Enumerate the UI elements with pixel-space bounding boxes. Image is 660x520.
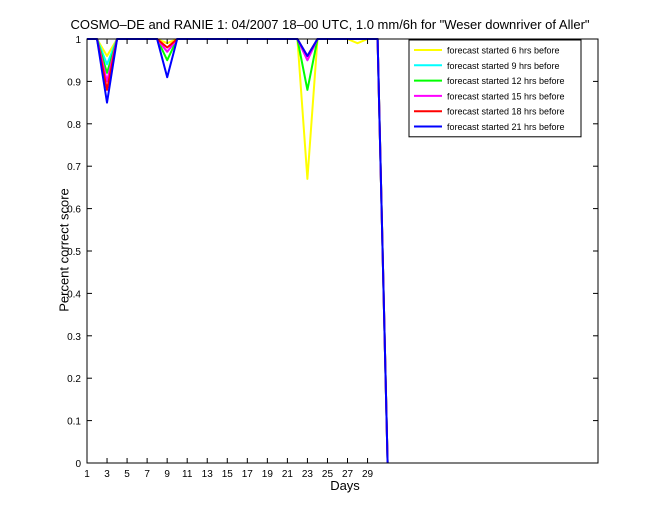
tick-layer: 1 3 5 7 9 11 13 15 17 19 21 23 25 27 2900.10.20.30.40.… bbox=[67, 35, 598, 480]
y-tick-label: 0.5 bbox=[67, 247, 81, 258]
y-axis-label: Percent correct score bbox=[56, 188, 72, 312]
series-line-2 bbox=[87, 38, 389, 464]
x-tick-label: 19 bbox=[262, 469, 274, 480]
series-line-5 bbox=[87, 38, 389, 464]
x-tick-label: 3 bbox=[104, 469, 110, 480]
legend-label-1: forecast started 6 hrs before bbox=[447, 46, 560, 56]
legend-label-6: forecast started 21 hrs before bbox=[447, 122, 565, 132]
x-tick-label: 1 bbox=[84, 469, 90, 480]
series-line-1 bbox=[87, 38, 389, 464]
x-tick-label: 27 bbox=[342, 469, 354, 480]
x-tick-label: 11 bbox=[182, 469, 193, 480]
y-tick-label: 0.2 bbox=[67, 374, 81, 385]
x-tick-label: 21 bbox=[282, 469, 294, 480]
x-tick-label: 5 bbox=[124, 469, 130, 480]
x-tick-label: 9 bbox=[164, 469, 170, 480]
series-layer bbox=[87, 38, 389, 464]
y-tick-label: 0.1 bbox=[67, 417, 81, 428]
y-tick-label: 0.8 bbox=[67, 120, 81, 131]
chart-title: COSMO–DE and RANIE 1: 04/2007 18–00 UTC,… bbox=[70, 17, 590, 32]
x-tick-label: 25 bbox=[322, 469, 334, 480]
x-tick-label: 13 bbox=[202, 469, 214, 480]
y-tick-label: 0.6 bbox=[67, 205, 81, 216]
y-tick-label: 0.4 bbox=[67, 289, 81, 300]
series-line-6 bbox=[87, 38, 389, 464]
y-tick-label: 0 bbox=[75, 459, 81, 470]
series-line-4 bbox=[87, 38, 389, 464]
series-line-3 bbox=[87, 38, 389, 464]
legend-label-5: forecast started 18 hrs before bbox=[447, 107, 565, 117]
x-tick-label: 15 bbox=[222, 469, 234, 480]
y-tick-label: 0.3 bbox=[67, 332, 81, 343]
legend-label-3: forecast started 12 hrs before bbox=[447, 76, 565, 86]
x-axis-label: Days bbox=[330, 478, 360, 493]
legend-label-4: forecast started 15 hrs before bbox=[447, 91, 565, 101]
y-tick-label: 1 bbox=[75, 35, 81, 46]
legend-box bbox=[408, 39, 582, 138]
x-tick-label: 23 bbox=[302, 469, 314, 480]
legend: forecast started 6 hrs before forecast st… bbox=[408, 39, 582, 138]
y-tick-label: 0.9 bbox=[67, 77, 81, 88]
x-tick-label: 7 bbox=[144, 469, 150, 480]
x-tick-label: 17 bbox=[242, 469, 254, 480]
x-tick-label: 29 bbox=[362, 469, 374, 480]
legend-label-2: forecast started 9 hrs before bbox=[447, 61, 560, 71]
y-tick-label: 0.7 bbox=[67, 162, 81, 173]
